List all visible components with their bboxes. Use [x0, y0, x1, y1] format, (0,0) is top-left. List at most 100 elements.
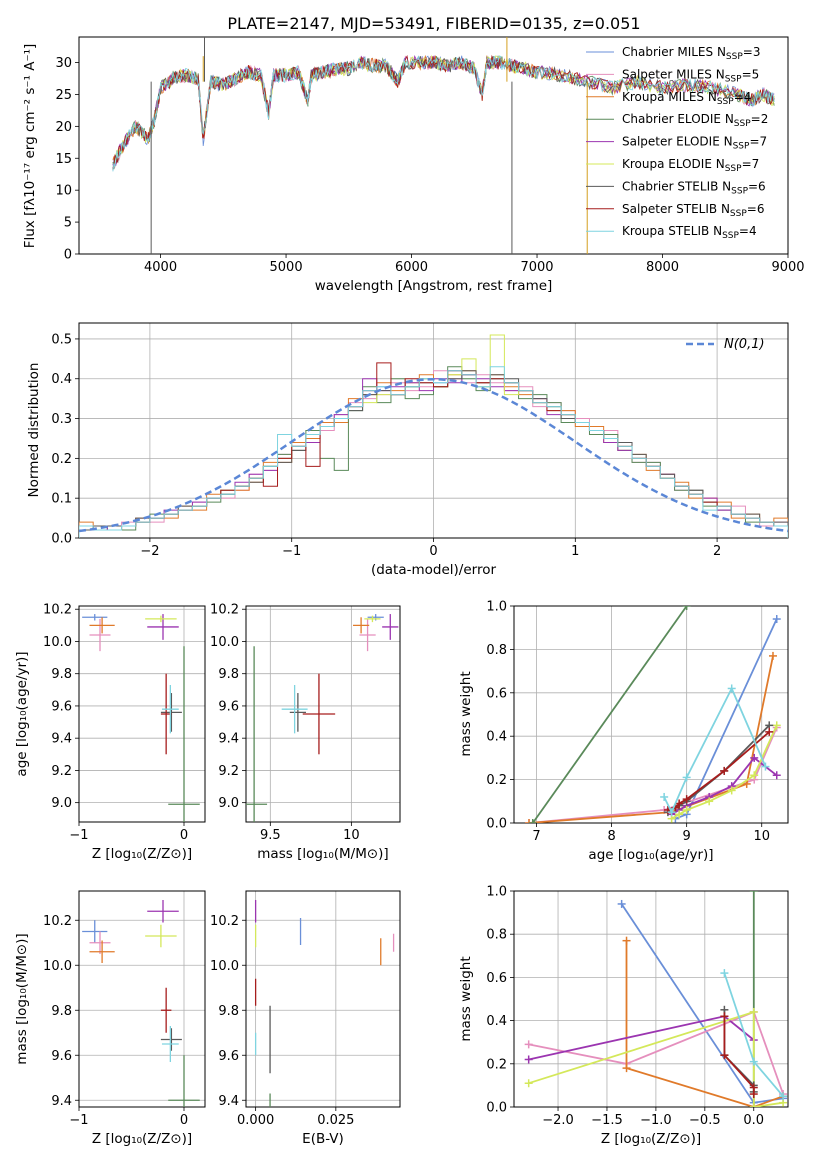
y-tick-label: 9.4 [218, 1094, 239, 1109]
y-tick-label: 10.0 [210, 959, 239, 974]
errorbars-age-vs-Z [82, 614, 200, 822]
axes-frame [245, 890, 401, 1108]
y-tick-label: 0.8 [486, 643, 507, 658]
x-tick-label: 0 [180, 828, 188, 843]
y-tick-label: 0.2 [51, 452, 72, 467]
y-tick-label: 0.5 [51, 332, 72, 347]
x-tick-label: −2 [140, 544, 159, 559]
lines-massweight-vs-Z [524, 891, 788, 1107]
axes-frame [513, 605, 789, 824]
x-tick-label: 7 [532, 829, 540, 844]
y-tick-label: 0.6 [486, 971, 507, 986]
panel-massweight-vs-age: 7 8 9 10 0.0 0.2 0.4 0.6 0.8 1.0 age [log₁₀(age/yr… [458, 600, 789, 863]
x-axis-label: Z [log₁₀(Z/Z⊙)] [601, 1131, 701, 1147]
y-tick-label: 0.0 [486, 1101, 507, 1116]
y-axis-label: Flux [fλ10⁻¹⁷ erg cm⁻² s⁻¹ A⁻¹] [22, 44, 38, 249]
x-tick-label: 9000 [771, 260, 804, 275]
y-tick-label: 9.4 [218, 732, 239, 747]
x-tick-label: 5000 [270, 260, 303, 275]
y-tick-label: 9.0 [51, 796, 72, 811]
y-tick-label: 0.4 [486, 1014, 507, 1029]
x-tick-label: 0.025 [317, 1113, 354, 1128]
y-tick-label: 0.3 [51, 412, 72, 427]
y-tick-label: 9.6 [51, 699, 72, 714]
x-tick-label: −1.5 [591, 1113, 623, 1128]
spectrum-line [112, 55, 775, 172]
y-tick-label: 10.0 [210, 635, 239, 650]
x-axis-label: mass [log₁₀(M/M⊙)] [257, 846, 388, 862]
x-axis-label: age [log₁₀(age/yr)] [588, 847, 713, 863]
x-tick-label: 0.0 [743, 1113, 764, 1128]
x-tick-label: 10 [343, 828, 360, 843]
residual-hists [79, 334, 788, 538]
y-axis-label: age [log₁₀(age/yr)] [14, 651, 30, 776]
x-tick-label: −1 [69, 828, 88, 843]
errorbars-mass-vs-Z [82, 900, 200, 1107]
legend-entry: Kroupa STELIB NSSP=4 [622, 224, 757, 241]
y-tick-label: 20 [55, 120, 72, 135]
series-line [528, 655, 774, 823]
x-axis-label: E(B-V) [302, 1131, 344, 1147]
y-tick-label: 10 [55, 184, 72, 199]
y-tick-label: 9.4 [51, 732, 72, 747]
y-tick-label: 0.1 [51, 492, 72, 507]
gaussian-curve [79, 377, 788, 533]
y-tick-label: 1.0 [486, 885, 507, 900]
legend-subscript: SSP [722, 231, 739, 241]
panel-mass-vs-Z: −1 0 9.4 9.6 9.8 10.0 10.2 Z [log₁₀(Z/Z⊙)] mass … [14, 890, 206, 1147]
x-tick-label: 8 [607, 829, 615, 844]
y-tick-label: 9.0 [218, 796, 239, 811]
panel-spectrum: 4000 5000 6000 7000 8000 9000 0 5 10 15 20 25 30 wave… [22, 36, 805, 294]
axes-frame [513, 890, 789, 1108]
y-tick-label: 25 [55, 88, 72, 103]
x-axis-label: wavelength [Angstrom, rest frame] [315, 278, 553, 294]
y-tick-label: 0.4 [486, 730, 507, 745]
y-tick-label: 15 [55, 152, 72, 167]
legend-value: =2 [751, 112, 769, 126]
x-tick-label: −1 [282, 544, 301, 559]
y-tick-label: 9.6 [51, 1049, 72, 1064]
x-tick-label: 7000 [520, 260, 553, 275]
figure-title: PLATE=2147, MJD=53491, FIBERID=0135, z=0… [227, 14, 640, 33]
y-tick-label: 10.2 [43, 914, 72, 929]
x-tick-label: 9 [683, 829, 691, 844]
y-tick-label: 0.0 [486, 817, 507, 832]
errorbars-mass-vs-EBV [254, 900, 395, 1107]
y-axis-label: mass weight [458, 671, 474, 756]
y-axis-label: Normed distribution [26, 363, 42, 498]
legend-value: =4 [734, 90, 752, 104]
y-tick-label: 9.6 [218, 699, 239, 714]
y-tick-label: 30 [55, 56, 72, 71]
y-tick-label: 0.4 [51, 372, 72, 387]
y-tick-label: 9.6 [218, 1049, 239, 1064]
legend-subscript: SSP [726, 52, 743, 62]
spectrum-lines [112, 37, 775, 254]
y-tick-label: 9.4 [51, 1094, 72, 1109]
legend-entry: Kroupa ELODIE NSSP=7 [622, 157, 759, 174]
axes-frame [78, 36, 789, 255]
y-tick-label: 10.0 [43, 635, 72, 650]
x-tick-label: −2.0 [542, 1113, 574, 1128]
series-line [532, 606, 688, 823]
y-tick-label: 10.2 [43, 603, 72, 618]
legend-entry: Chabrier STELIB NSSP=6 [622, 179, 766, 196]
y-tick-label: 10.2 [210, 914, 239, 929]
legend-subscript: SSP [717, 97, 734, 107]
y-tick-label: 0.0 [51, 532, 72, 547]
legend-subscript: SSP [731, 186, 748, 196]
y-tick-label: 9.8 [218, 1004, 239, 1019]
axes-frame [78, 605, 206, 823]
panel-mass-vs-EBV: 0.000 0.025 9.4 9.6 9.8 10.0 10.2 E(B-V) [210, 890, 401, 1147]
legend-entry: Kroupa MILES NSSP=4 [622, 90, 751, 107]
errorbars-age-vs-mass [246, 614, 399, 822]
legend-entry: Salpeter ELODIE NSSP=7 [622, 135, 767, 152]
legend-entry: Chabrier ELODIE NSSP=2 [622, 112, 768, 129]
y-tick-label: 9.8 [51, 667, 72, 682]
x-tick-label: −1 [69, 1113, 88, 1128]
y-tick-label: 9.2 [218, 764, 239, 779]
panel-age-vs-Z: −1 0 9.0 9.2 9.4 9.6 9.8 10.0 10.2 Z [log₁₀(Z/Z⊙)… [14, 603, 206, 862]
x-tick-label: 0.000 [237, 1113, 274, 1128]
legend-subscript: SSP [733, 142, 750, 152]
legend-value: =5 [742, 67, 760, 81]
x-tick-label: 4000 [144, 260, 177, 275]
